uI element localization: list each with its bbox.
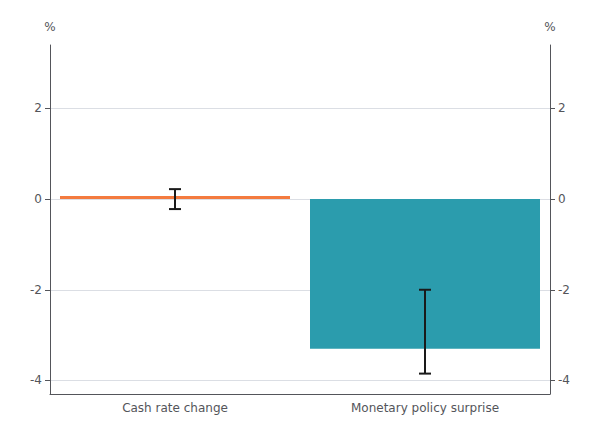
svg-text:0: 0 (34, 192, 42, 206)
svg-text:0: 0 (558, 192, 566, 206)
svg-text:Cash rate change: Cash rate change (122, 401, 228, 415)
svg-text:2: 2 (558, 101, 566, 115)
svg-text:-2: -2 (558, 283, 570, 297)
svg-text:-2: -2 (30, 283, 42, 297)
svg-text:-4: -4 (30, 373, 42, 387)
svg-text:2: 2 (34, 101, 42, 115)
svg-text:%: % (544, 20, 555, 34)
svg-text:Monetary policy surprise: Monetary policy surprise (351, 401, 499, 415)
svg-text:-4: -4 (558, 373, 570, 387)
svg-text:%: % (44, 20, 55, 34)
